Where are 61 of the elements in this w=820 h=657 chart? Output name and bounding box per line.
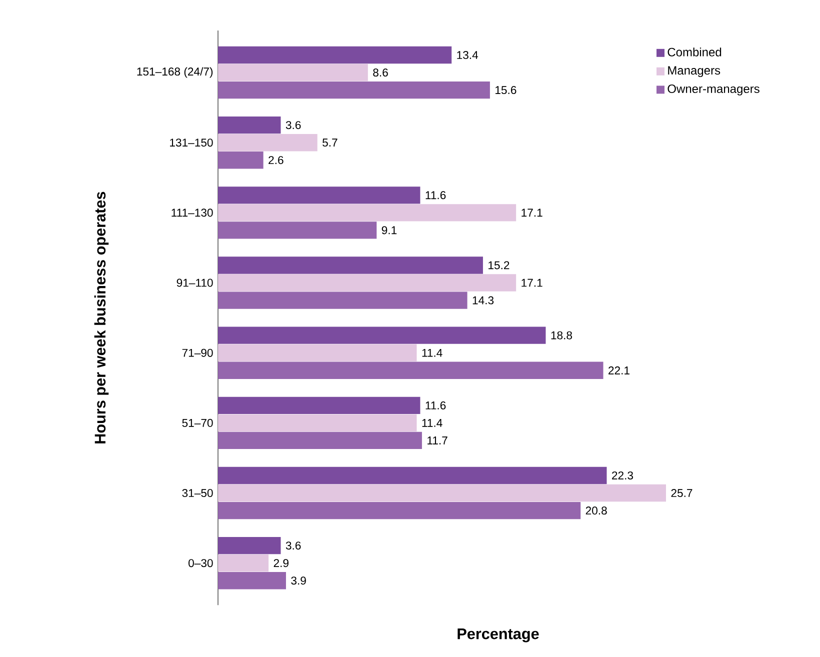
data-label: 5.7 [322,138,338,147]
legend-label: Managers [668,66,720,78]
y-tick-label: 151–168 (24/7) [137,67,213,78]
data-label: 3.9 [291,576,306,585]
y-tick-label: 71–90 [182,348,213,357]
bar [218,414,417,432]
data-label: 20.8 [586,506,607,515]
bar [218,466,607,484]
bar [218,362,604,379]
bar [218,344,417,362]
bar [218,432,422,450]
bar [218,502,581,520]
legend-label: Combined [668,48,722,56]
bar [218,116,281,134]
bar [218,536,281,554]
bar [218,81,490,99]
data-label: 14.3 [472,296,494,304]
bar [218,222,377,239]
bar [218,572,286,590]
y-tick-label: 51–70 [182,418,213,427]
bar [218,134,318,152]
bar [218,256,483,274]
data-label: 22.3 [612,471,634,480]
data-label: 3.6 [286,121,301,130]
bar [218,152,264,169]
data-label: 17.1 [522,208,542,217]
y-tick-label: 31–50 [182,489,213,498]
bar [218,186,420,204]
data-label: 3.6 [286,542,301,550]
y-tick-label: 111–130 [172,208,213,217]
data-label: 15.6 [496,86,516,94]
bar [218,484,666,502]
bar [218,396,420,414]
data-label: 11.7 [428,436,448,444]
y-tick-label: 91–110 [176,278,213,287]
data-label: 11.6 [426,191,446,200]
bar [218,46,452,64]
bar [218,292,468,309]
data-label: 8.6 [373,68,388,77]
data-label: 22.1 [608,366,630,374]
x-axis-title: Percentage [458,628,539,642]
bar [218,326,546,344]
data-label: 11.6 [426,401,446,410]
data-label: 9.1 [382,226,397,234]
legend-label: Owner-managers [668,84,760,96]
data-label: 13.4 [457,51,478,60]
y-tick-label: 131–150 [170,138,213,147]
bar [218,554,269,572]
bar [218,64,368,82]
data-label: 11.4 [422,419,442,427]
data-label: 2.9 [274,559,288,568]
data-label: 11.4 [422,348,442,357]
bar [218,204,516,222]
data-label: 2.6 [268,156,284,164]
bar [218,274,516,292]
data-label: 25.7 [671,489,692,498]
data-label: 15.2 [488,261,510,270]
y-tick-label: 0–30 [188,559,213,568]
data-label: 17.1 [522,278,542,287]
y-axis-title: Hours per week business operates [94,192,109,444]
data-label: 18.8 [551,331,572,340]
